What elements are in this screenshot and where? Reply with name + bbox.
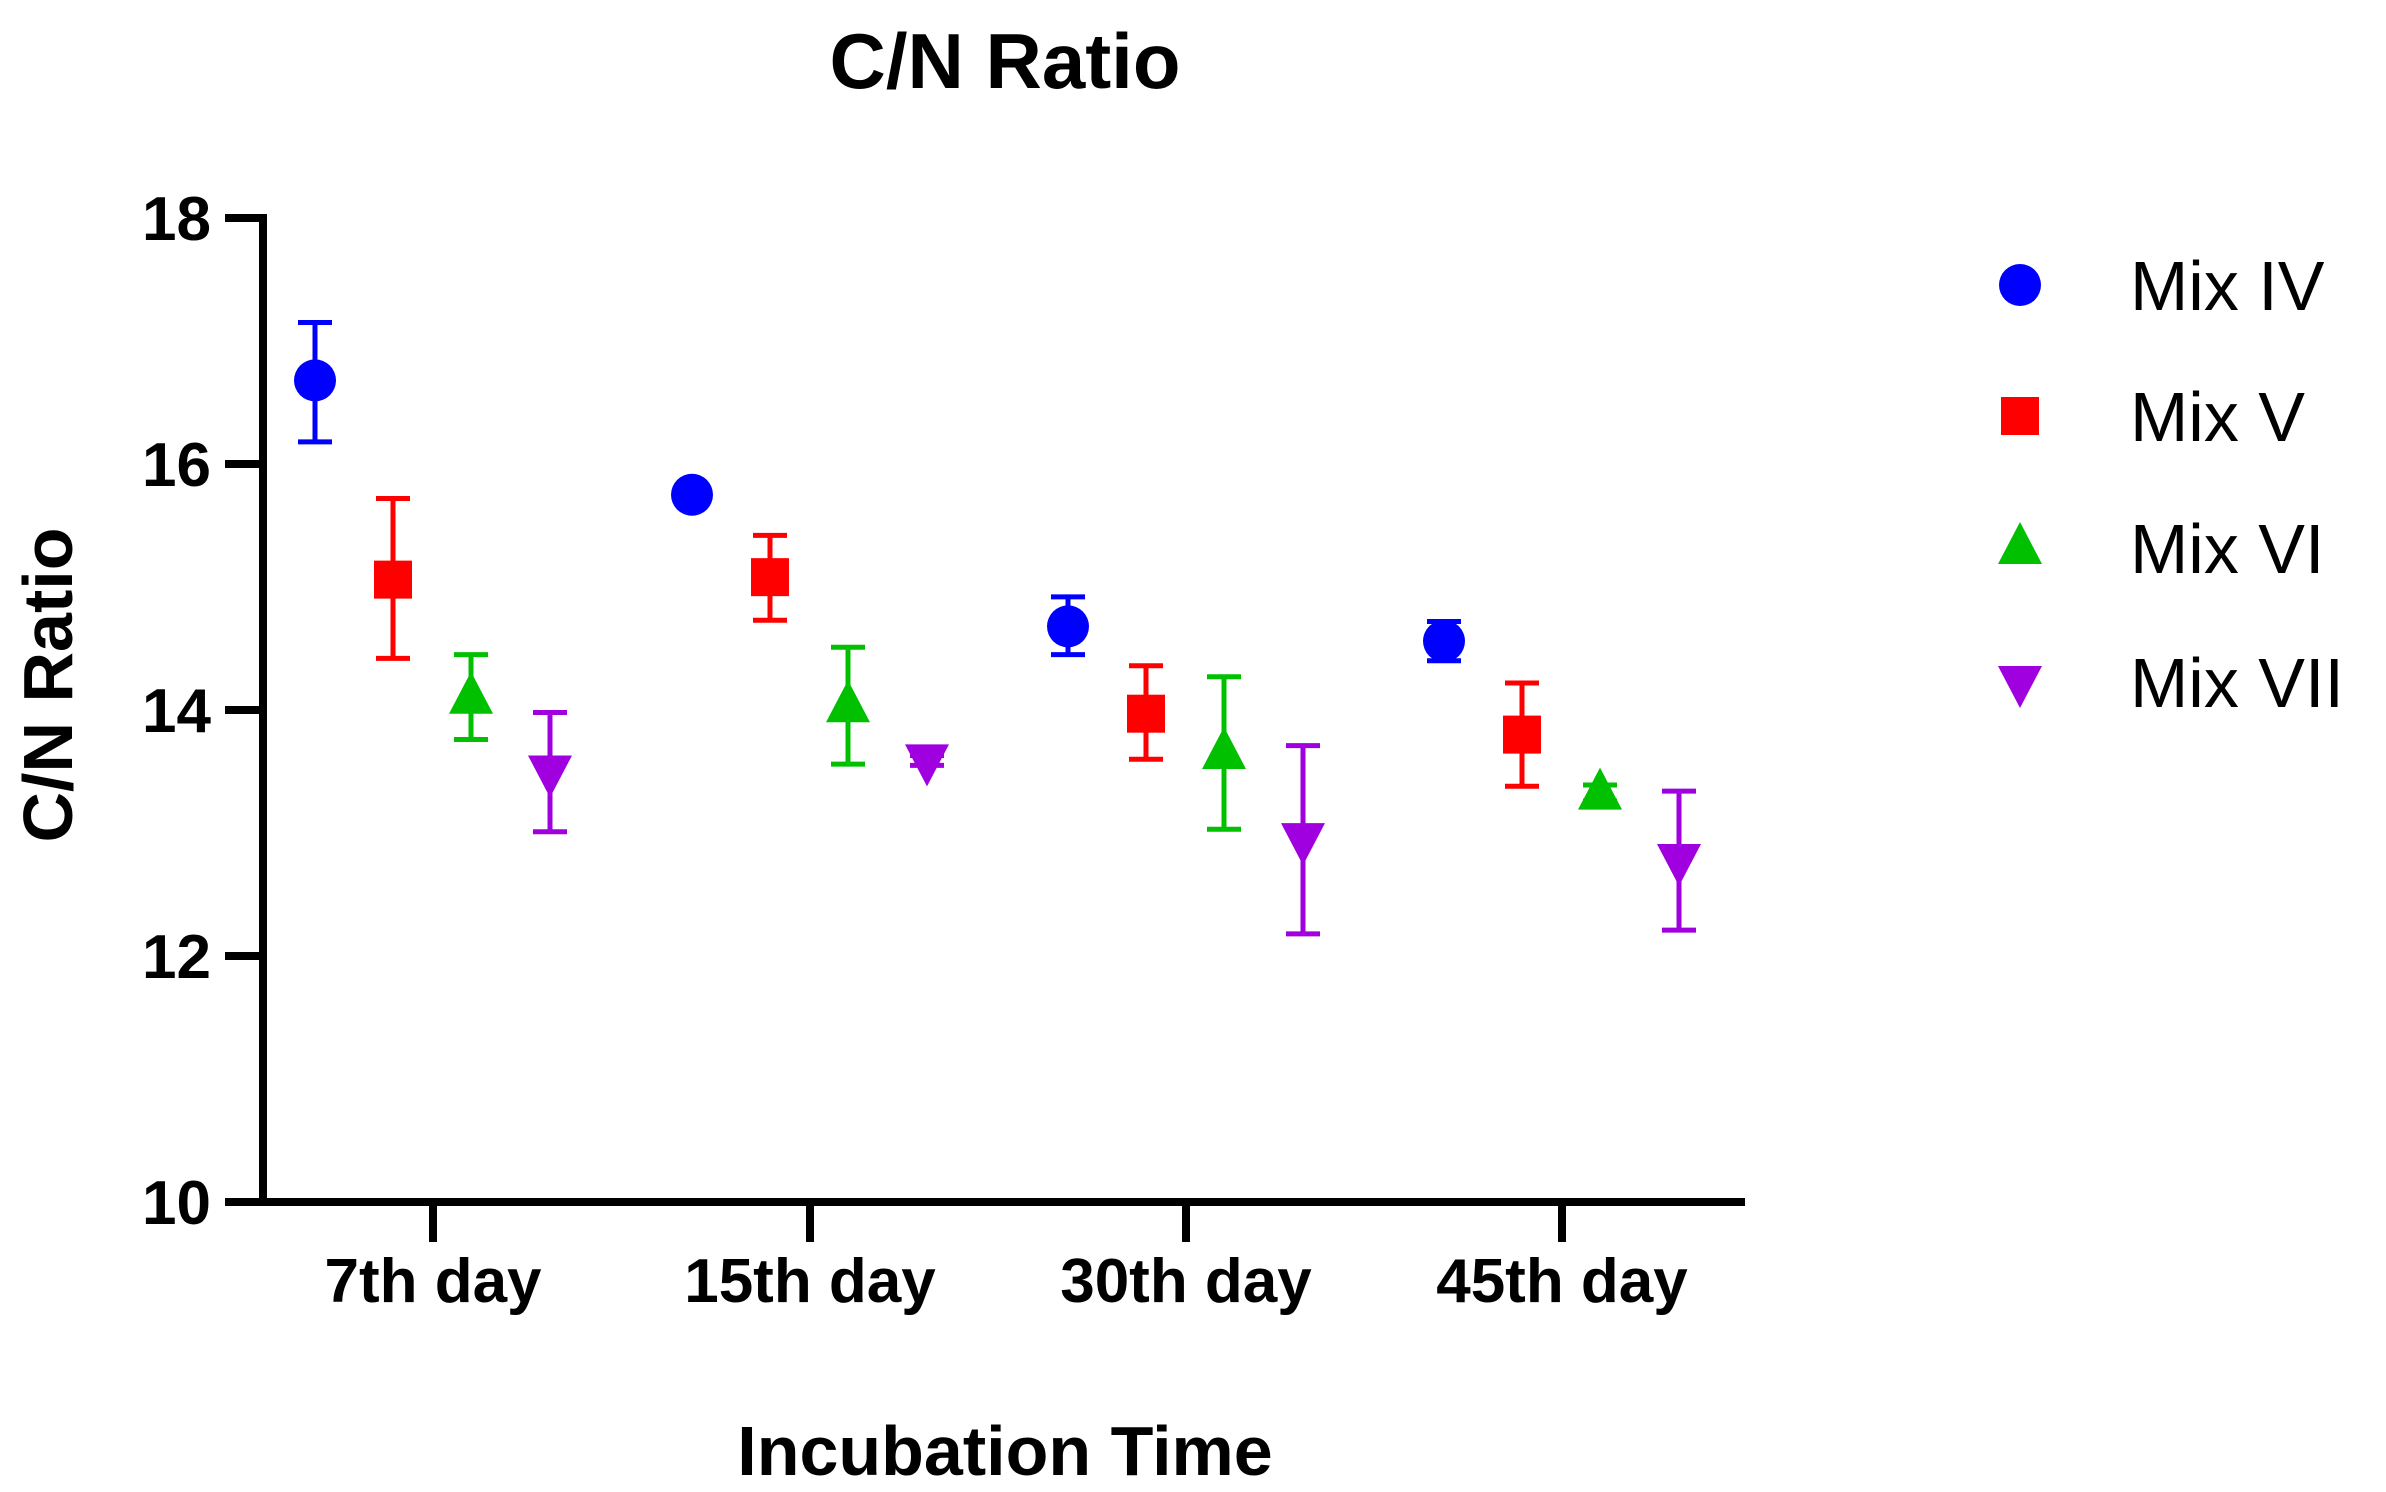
data-point	[528, 755, 572, 798]
legend: Mix IV Mix V Mix VI Mix VII	[1998, 247, 2344, 722]
y-tick-label: 10	[142, 1169, 211, 1238]
data-point	[826, 680, 870, 723]
data-point	[1127, 694, 1165, 733]
legend-label: Mix V	[2130, 378, 2305, 456]
legend-entry: Mix V	[2001, 378, 2305, 456]
legend-label: Mix VII	[2130, 644, 2344, 722]
legend-entry: Mix VII	[1998, 644, 2344, 722]
y-tick-label: 14	[142, 677, 211, 746]
legend-marker	[1998, 666, 2042, 708]
data-point	[1281, 823, 1325, 866]
x-axis-title: Incubation Time	[737, 1412, 1272, 1490]
data-marks	[294, 320, 1701, 937]
y-tick-label: 12	[142, 923, 211, 992]
y-tick-label: 18	[142, 185, 211, 254]
y-tick-label: 16	[142, 431, 211, 500]
data-point	[751, 558, 789, 597]
series-mix-iv	[294, 320, 1465, 664]
legend-marker	[1999, 264, 2041, 306]
data-point	[905, 744, 949, 787]
data-point	[1423, 620, 1465, 663]
y-axis-title: C/N Ratio	[9, 528, 87, 843]
x-tick-label: 45th day	[1436, 1247, 1688, 1316]
data-point	[294, 359, 336, 402]
legend-label: Mix IV	[2130, 247, 2325, 325]
legend-entry: Mix IV	[1999, 247, 2325, 325]
chart-title: C/N Ratio	[830, 17, 1181, 105]
x-tick-label: 30th day	[1060, 1247, 1312, 1316]
legend-marker	[1998, 522, 2042, 564]
series-mix-vii	[528, 709, 1701, 937]
legend-marker	[2001, 397, 2039, 435]
data-point	[1202, 727, 1246, 770]
data-point	[374, 560, 412, 599]
axes: 10 12 14 16 18 7th day 15th day 30th day 45th da…	[142, 185, 1745, 1316]
data-point	[1047, 605, 1089, 648]
data-point	[1578, 767, 1622, 810]
series-mix-v	[374, 495, 1541, 789]
legend-entry: Mix VI	[1998, 510, 2324, 588]
x-tick-label: 15th day	[684, 1247, 936, 1316]
data-point	[1503, 715, 1541, 754]
x-tick-label: 7th day	[324, 1247, 542, 1316]
data-point	[671, 473, 713, 516]
data-point	[1657, 844, 1701, 887]
legend-label: Mix VI	[2130, 510, 2324, 588]
series-mix-vi	[449, 644, 1622, 832]
data-point	[449, 671, 493, 714]
